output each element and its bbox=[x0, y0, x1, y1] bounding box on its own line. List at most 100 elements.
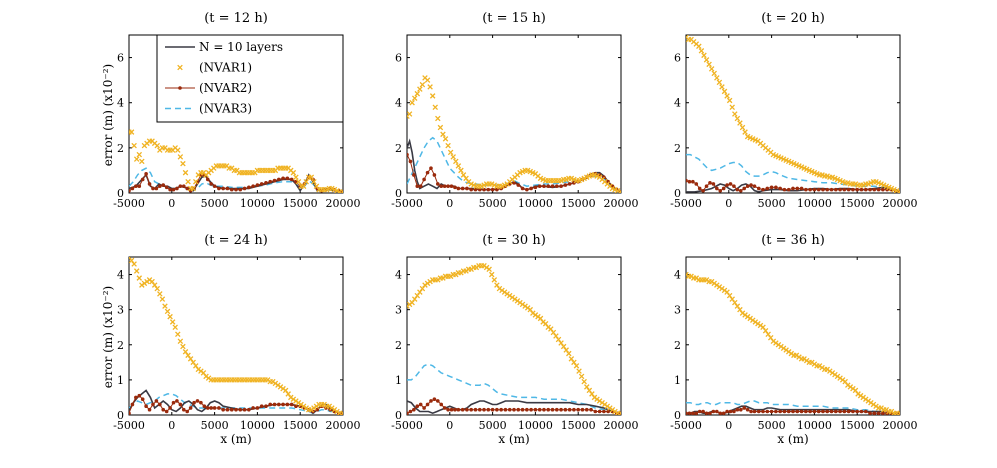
nvar2-marker bbox=[697, 186, 702, 191]
nvar2-marker bbox=[846, 409, 851, 414]
nvar2-marker bbox=[555, 184, 559, 189]
nvar1-marker bbox=[139, 158, 145, 165]
nvar1-marker bbox=[136, 151, 143, 158]
nvar1-marker bbox=[129, 257, 135, 264]
nvar2-marker bbox=[277, 177, 281, 182]
nvar2-marker bbox=[129, 188, 131, 193]
nvar2-marker bbox=[691, 179, 695, 184]
nvar2-marker bbox=[691, 411, 695, 415]
nvar2-marker bbox=[711, 409, 716, 414]
x-tick-label: -5000 bbox=[391, 197, 423, 210]
nvar2-marker bbox=[234, 407, 238, 412]
nvar2-marker bbox=[164, 409, 169, 414]
nvar2-marker bbox=[154, 399, 159, 403]
nvar1-marker bbox=[282, 387, 289, 394]
nvar2-marker bbox=[567, 407, 572, 412]
x-tick-label: 15000 bbox=[283, 197, 318, 210]
nvar1-marker bbox=[193, 178, 199, 185]
nvar2-marker bbox=[158, 402, 162, 407]
legend-box bbox=[156, 34, 344, 123]
nvar2-marker bbox=[520, 186, 525, 191]
nvar1-marker bbox=[172, 324, 178, 330]
nvar2-marker bbox=[816, 187, 821, 192]
nvar2-marker bbox=[774, 185, 778, 190]
nvar1-marker bbox=[842, 378, 848, 385]
nvar2-marker bbox=[503, 407, 508, 412]
nvar2-marker bbox=[804, 409, 808, 414]
nvar2-marker bbox=[855, 187, 859, 192]
nvar1-marker bbox=[724, 289, 730, 295]
nvar2-marker bbox=[821, 409, 825, 414]
nvar2-marker bbox=[247, 407, 251, 412]
axes-frame bbox=[128, 256, 344, 416]
nvar2-marker bbox=[229, 407, 234, 412]
nvar2-marker bbox=[188, 406, 193, 410]
nvar1-marker bbox=[732, 111, 738, 117]
nvar2-marker bbox=[550, 407, 555, 412]
nvar2-marker bbox=[829, 409, 834, 414]
nvar1-marker bbox=[340, 189, 343, 193]
nvar2-marker bbox=[264, 181, 268, 185]
y-tick-label: 2 bbox=[674, 142, 681, 155]
nvar2-marker bbox=[465, 186, 469, 191]
nvar2-marker bbox=[512, 407, 516, 412]
nvar1-marker bbox=[409, 99, 415, 106]
nvar2-marker bbox=[507, 407, 512, 412]
nvar1-marker bbox=[133, 156, 140, 162]
nvar2-marker bbox=[185, 186, 190, 191]
nvar1-marker bbox=[419, 285, 426, 292]
nvar2-marker bbox=[212, 406, 217, 410]
nvar1-marker bbox=[726, 292, 733, 299]
x-tick-label: -5000 bbox=[670, 197, 702, 210]
nvar2-marker bbox=[749, 409, 753, 414]
nvar1-marker bbox=[486, 266, 492, 273]
nvar1-marker bbox=[760, 324, 766, 330]
nvar1-marker bbox=[157, 291, 163, 297]
nvar2-marker bbox=[137, 393, 142, 398]
nvar1-marker bbox=[491, 277, 498, 283]
y-tick-label: 2 bbox=[395, 339, 402, 352]
nvar2-marker bbox=[745, 184, 750, 189]
x-tick-label: -5000 bbox=[113, 197, 145, 210]
nvar2-marker bbox=[715, 186, 719, 191]
nvar2-marker bbox=[686, 411, 688, 415]
axes-frame bbox=[685, 256, 901, 416]
nvar2-marker bbox=[742, 186, 747, 191]
nvar2-marker bbox=[728, 409, 733, 414]
nvar2-marker bbox=[473, 407, 478, 412]
nvar1-marker bbox=[417, 86, 423, 92]
panel-title: (t = 30 h) bbox=[482, 233, 546, 248]
nvar1-marker bbox=[458, 167, 464, 174]
n10-layers-line bbox=[407, 400, 621, 415]
nvar1-marker bbox=[162, 303, 168, 309]
nvar2-marker bbox=[829, 187, 834, 192]
y-tick-label: 3 bbox=[395, 304, 402, 317]
nvar2-marker bbox=[140, 177, 145, 182]
panel-title: (t = 12 h) bbox=[204, 11, 268, 26]
nvar1-marker bbox=[295, 178, 302, 185]
nvar2-marker bbox=[490, 187, 495, 192]
nvar2-marker bbox=[834, 409, 838, 414]
nvar2-marker bbox=[533, 407, 538, 412]
x-tick-label: 10000 bbox=[518, 197, 553, 210]
nvar1-marker bbox=[553, 333, 559, 339]
nvar1-marker bbox=[714, 75, 720, 81]
nvar2-marker bbox=[786, 187, 791, 192]
nvar1-marker bbox=[527, 306, 534, 313]
y-tick-label: 6 bbox=[674, 52, 681, 65]
nvar1-marker bbox=[424, 77, 431, 83]
nvar2-marker bbox=[264, 404, 268, 409]
nvar2-marker bbox=[289, 402, 294, 407]
nvar1-marker bbox=[852, 387, 859, 394]
nvar2-marker bbox=[715, 409, 719, 414]
nvar2-marker bbox=[251, 406, 255, 410]
nvar2-marker bbox=[855, 409, 859, 414]
x-tick-label: 5000 bbox=[201, 419, 229, 432]
nvar1-marker bbox=[558, 340, 564, 346]
nvar1-marker bbox=[494, 282, 500, 288]
x-tick-label: 10000 bbox=[797, 419, 832, 432]
nvar2-marker bbox=[412, 173, 416, 177]
nvar2-marker bbox=[168, 406, 172, 410]
nvar2-marker bbox=[520, 407, 525, 412]
nvar1-marker bbox=[542, 320, 549, 327]
